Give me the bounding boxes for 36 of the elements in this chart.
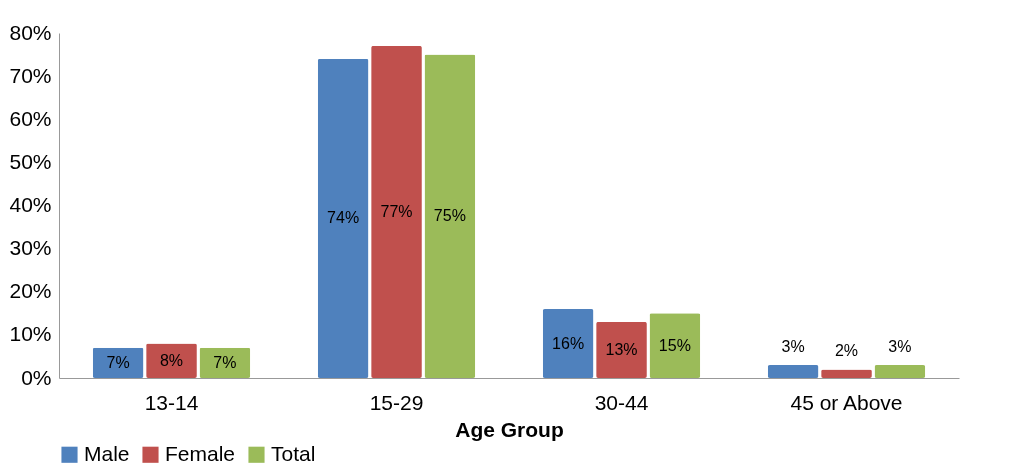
data-label: 77% xyxy=(380,202,413,220)
legend-label: Total xyxy=(271,441,316,465)
data-label: 16% xyxy=(552,334,585,352)
bar xyxy=(424,54,476,378)
y-tick-label: 70% xyxy=(9,63,52,87)
bar xyxy=(649,313,701,378)
y-tick-label: 80% xyxy=(9,20,52,44)
data-label: 3% xyxy=(888,338,912,356)
data-label: 75% xyxy=(433,207,466,225)
y-tick-label: 60% xyxy=(9,106,52,130)
y-tick-label: 0% xyxy=(21,365,52,389)
data-label: 7% xyxy=(106,353,130,371)
x-tick-label: 13-14 xyxy=(144,390,199,414)
data-label: 13% xyxy=(605,340,638,358)
legend-label: Male xyxy=(84,441,130,465)
bar xyxy=(542,309,594,378)
x-tick-label: 15-29 xyxy=(369,390,424,414)
data-label: 7% xyxy=(213,353,237,371)
data-label: 8% xyxy=(159,351,184,369)
data-label: 74% xyxy=(327,209,360,227)
x-tick-label: 45 or Above xyxy=(790,390,903,414)
data-label: 2% xyxy=(834,342,859,360)
bar xyxy=(317,58,369,378)
bar xyxy=(874,365,926,378)
bar xyxy=(371,45,422,378)
bar xyxy=(767,365,819,378)
data-label: 3% xyxy=(781,338,805,356)
data-label: 15% xyxy=(658,336,691,354)
y-tick-label: 20% xyxy=(9,279,52,303)
y-tick-label: 30% xyxy=(9,236,52,260)
y-tick-label: 40% xyxy=(9,193,52,216)
x-tick-label: 30-44 xyxy=(594,390,649,414)
y-tick-label: 10% xyxy=(9,322,52,346)
x-axis-title: Age Group xyxy=(455,417,564,441)
legend-label: Female xyxy=(165,441,236,465)
y-tick-label: 50% xyxy=(9,149,52,173)
